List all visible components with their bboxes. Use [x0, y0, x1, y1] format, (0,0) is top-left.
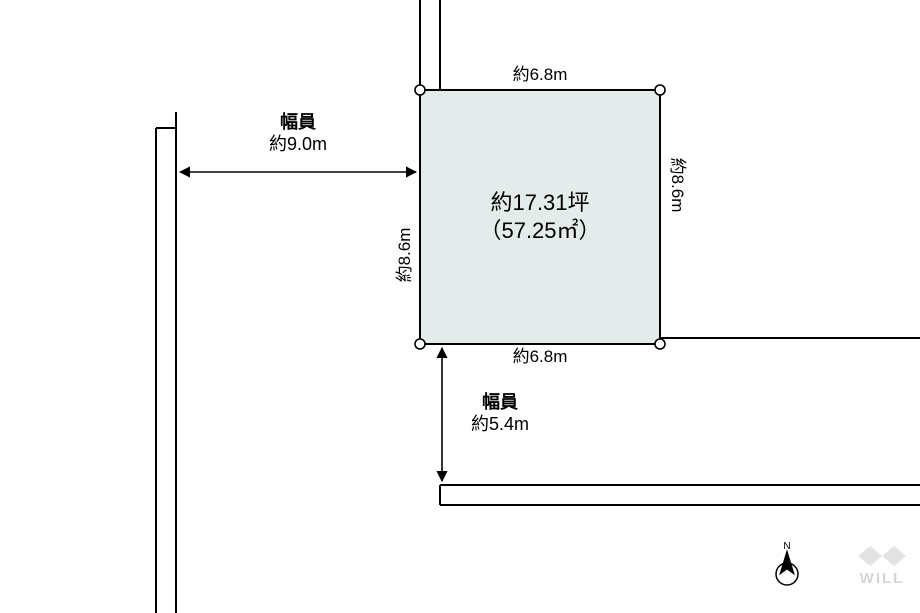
top-edge-length: 約6.8m — [513, 65, 568, 84]
brand-logo: WILL — [858, 546, 906, 587]
bottom-road-width-value: 約5.4m — [471, 414, 529, 434]
right-edge-length: 約8.6m — [668, 158, 687, 213]
logo-text: WILL — [860, 570, 905, 587]
compass-icon: N — [772, 540, 802, 588]
lot-area-tsubo: 約17.31坪 — [490, 190, 589, 215]
dimension-arrows — [180, 172, 442, 481]
left-edge-length: 約8.6m — [395, 228, 414, 283]
logo-mark-icon — [858, 546, 906, 568]
left-road-width-title: 幅員 — [280, 111, 316, 132]
bottom-road-width-title: 幅員 — [482, 391, 518, 412]
plot-diagram: 幅員約9.0m幅員約5.4m約6.8m約6.8m約8.6m約8.6m約17.31… — [0, 0, 920, 613]
left-road-width-value: 約9.0m — [269, 134, 327, 154]
lot-rectangle — [420, 90, 660, 344]
bottom-edge-length: 約6.8m — [513, 347, 568, 366]
lot-area-sqm: （57.25㎡） — [479, 218, 600, 243]
